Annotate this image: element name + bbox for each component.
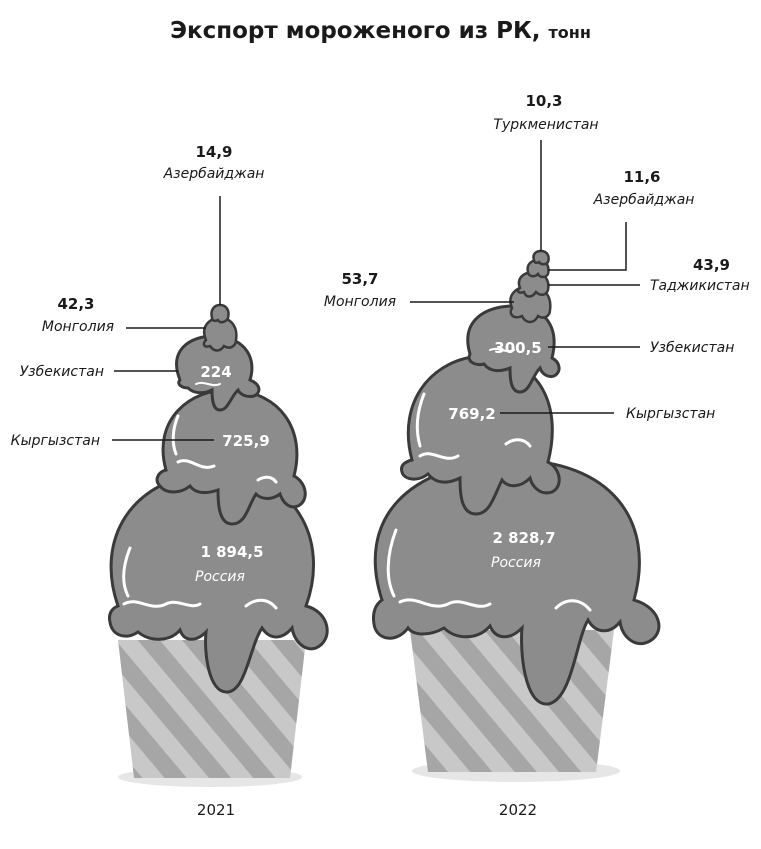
- leader-azerbaijan-2022: [548, 222, 627, 271]
- value-uzbekistan-2021: 224: [200, 363, 231, 381]
- label-russia-2021: Россия: [195, 569, 245, 585]
- label-tajikistan-2022: Таджикистан: [650, 278, 750, 294]
- scoop-turkmenistan-2022: [532, 249, 550, 266]
- label-mongolia-2022: Монголия: [324, 294, 396, 310]
- title-unit: тонн: [548, 23, 591, 42]
- value-russia-2021: 1 894,5: [200, 543, 263, 561]
- label-uzbekistan-2022: Узбекистан: [650, 340, 734, 356]
- label-kyrgyzstan-2022: Кыргызстан: [626, 406, 715, 422]
- label-russia-2022: Россия: [491, 555, 541, 571]
- title-main: Экспорт мороженого из РК,: [170, 18, 541, 44]
- scoop-russia-2022: [372, 458, 661, 706]
- value-kyrgyzstan-2021: 725,9: [222, 432, 269, 450]
- value-kyrgyzstan-2022: 769,2: [448, 405, 495, 423]
- year-2021: 2021: [197, 801, 235, 819]
- value-turkmenistan-2022: 10,3: [525, 92, 562, 110]
- value-azerbaijan-2022: 11,6: [623, 168, 660, 186]
- cone-2022: [410, 630, 620, 782]
- label-turkmenistan-2022: Туркменистан: [493, 117, 598, 133]
- chart-title: Экспорт мороженого из РК, тонн: [0, 18, 761, 44]
- cone-cup-2021: [118, 640, 306, 778]
- label-kyrgyzstan-2021: Кыргызстан: [11, 433, 100, 449]
- value-tajikistan-2022: 43,9: [693, 256, 730, 274]
- label-uzbekistan-2021: Узбекистан: [20, 364, 104, 380]
- scoop-azerbaijan-2021: [210, 303, 230, 324]
- cone-2021: [118, 640, 306, 787]
- cone-cup-2022: [410, 630, 614, 772]
- label-mongolia-2021: Монголия: [42, 319, 114, 335]
- scoop-kyrgyzstan-2021: [155, 388, 307, 526]
- label-azerbaijan-2022: Азербайджан: [593, 192, 695, 208]
- value-mongolia-2021: 42,3: [57, 295, 94, 313]
- value-azerbaijan-2021: 14,9: [195, 143, 232, 161]
- value-mongolia-2022: 53,7: [341, 270, 378, 288]
- value-uzbekistan-2022: 300,5: [494, 339, 541, 357]
- value-russia-2022: 2 828,7: [492, 529, 555, 547]
- year-2022: 2022: [499, 801, 537, 819]
- label-azerbaijan-2021: Азербайджан: [163, 166, 265, 182]
